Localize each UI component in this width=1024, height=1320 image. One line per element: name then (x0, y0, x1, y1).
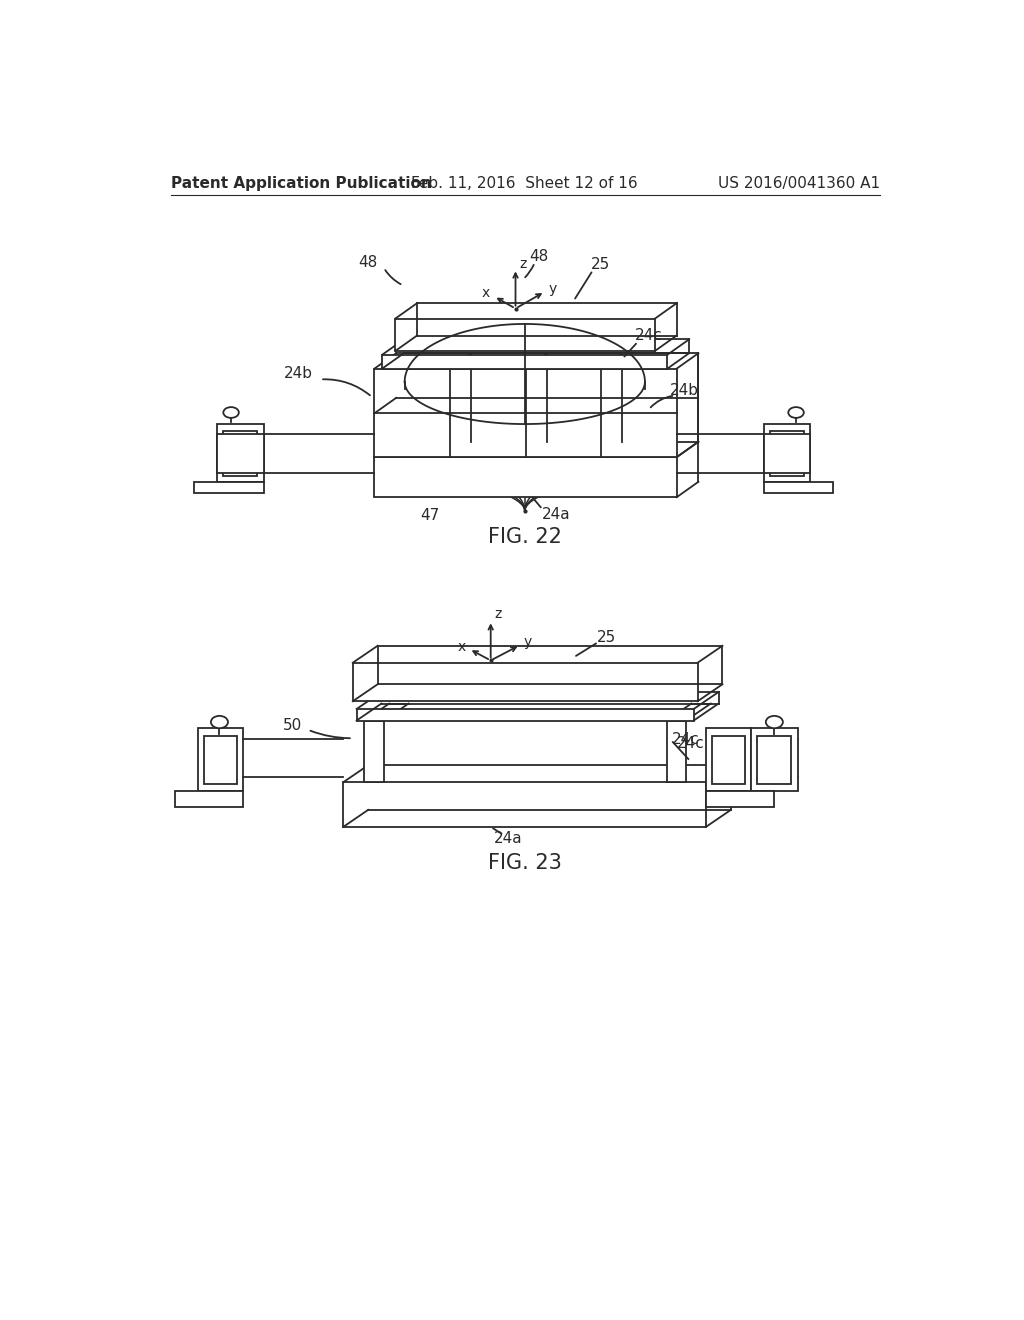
Bar (356, 709, 693, 721)
Bar (343, 781, 707, 826)
Text: 25: 25 (591, 257, 610, 272)
Text: 24b: 24b (670, 383, 699, 399)
Text: 24c: 24c (677, 737, 705, 751)
Bar (707, 729, 751, 792)
Bar (707, 792, 774, 807)
Bar (667, 721, 686, 781)
Text: Patent Application Publication: Patent Application Publication (171, 176, 431, 190)
Bar (375, 457, 677, 498)
Ellipse shape (211, 715, 228, 729)
Text: x: x (457, 640, 465, 653)
Bar (382, 355, 668, 368)
Text: 24c: 24c (672, 733, 699, 747)
Text: 25: 25 (597, 630, 616, 645)
Text: 24a: 24a (494, 830, 522, 846)
Bar (751, 729, 798, 792)
Bar (217, 424, 263, 482)
Bar (375, 368, 677, 457)
Text: 24a: 24a (543, 507, 571, 521)
Bar (223, 432, 257, 475)
Text: 50: 50 (283, 718, 302, 734)
Bar (758, 737, 792, 784)
Bar (770, 432, 804, 475)
Text: y: y (523, 635, 532, 649)
Text: US 2016/0041360 A1: US 2016/0041360 A1 (718, 176, 880, 190)
Bar (204, 737, 237, 784)
Text: Feb. 11, 2016  Sheet 12 of 16: Feb. 11, 2016 Sheet 12 of 16 (412, 176, 638, 190)
Bar (365, 721, 384, 781)
Ellipse shape (788, 407, 804, 418)
Text: 24b: 24b (284, 367, 313, 381)
Text: y: y (549, 282, 557, 296)
Bar (174, 792, 243, 807)
Bar (764, 434, 810, 473)
Text: z: z (495, 607, 502, 622)
Text: 48: 48 (529, 249, 549, 264)
Bar (194, 482, 263, 494)
Bar (764, 424, 810, 482)
Text: x: x (482, 286, 490, 300)
Text: z: z (519, 257, 527, 271)
Text: FIG. 23: FIG. 23 (487, 853, 562, 873)
Ellipse shape (223, 407, 239, 418)
Bar (198, 729, 243, 792)
Text: 24c: 24c (635, 327, 663, 343)
Bar (395, 318, 655, 351)
Bar (217, 434, 263, 473)
Ellipse shape (766, 715, 783, 729)
Bar (764, 482, 834, 494)
Bar (713, 737, 744, 784)
Bar (352, 663, 697, 701)
Text: 47: 47 (421, 508, 440, 523)
Text: 48: 48 (358, 255, 378, 269)
Text: FIG. 22: FIG. 22 (487, 527, 562, 548)
